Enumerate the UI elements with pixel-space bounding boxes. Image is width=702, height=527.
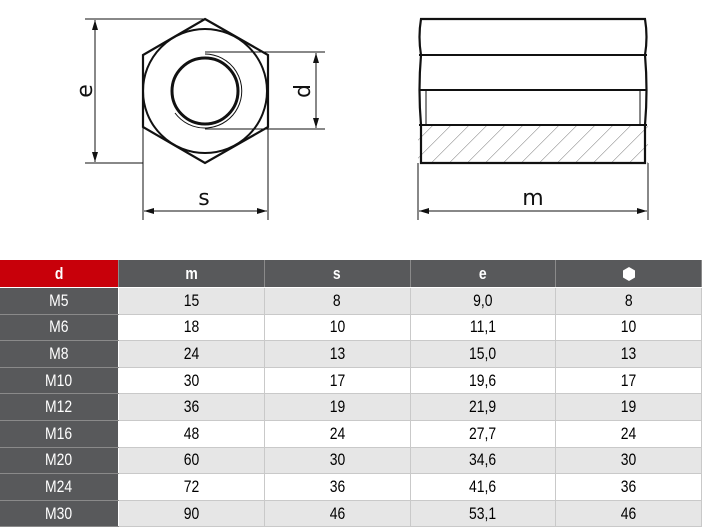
front-view [85, 17, 325, 220]
cell-wrench-size: 46 [555, 500, 702, 527]
table-row: M24 72 36 41,6 36 [0, 473, 702, 501]
cell-s: 30 [264, 447, 411, 475]
table-row: M6 18 10 11,1 10 [0, 314, 702, 342]
cell-wrench-size: 13 [555, 340, 702, 368]
table-row: M8 24 13 15,0 13 [0, 340, 702, 368]
cell-wrench-size: 19 [555, 393, 702, 421]
cell-d: M30 [0, 500, 119, 527]
cell-e: 9,0 [410, 287, 557, 315]
table-row: M5 15 8 9,0 8 [0, 287, 702, 315]
cell-s: 17 [264, 367, 411, 395]
cell-d: M24 [0, 473, 119, 501]
label-d: d [291, 84, 316, 98]
cell-wrench-size: 36 [555, 473, 702, 501]
cell-d: M6 [0, 314, 119, 342]
label-e: e [73, 84, 98, 98]
cell-s: 8 [264, 287, 411, 315]
cell-m: 24 [118, 340, 265, 368]
cell-d: M10 [0, 367, 119, 395]
cell-e: 11,1 [410, 314, 557, 342]
cell-s: 24 [264, 420, 411, 448]
cell-s: 46 [264, 500, 411, 527]
dimensions-table: d m s e M5 15 8 9,0 8 M6 18 10 11,1 10 M8 24 13 15,0 1… [0, 260, 702, 527]
cell-wrench-size: 30 [555, 447, 702, 475]
cell-s: 10 [264, 314, 411, 342]
cell-d: M8 [0, 340, 119, 368]
cell-m: 90 [118, 500, 265, 527]
cell-m: 60 [118, 447, 265, 475]
cell-m: 48 [118, 420, 265, 448]
cell-s: 13 [264, 340, 411, 368]
table-row: M20 60 30 34,6 30 [0, 447, 702, 475]
cell-wrench-size: 17 [555, 367, 702, 395]
cell-m: 15 [118, 287, 265, 315]
cell-m: 18 [118, 314, 265, 342]
table-row: M16 48 24 27,7 24 [0, 420, 702, 448]
cell-e: 15,0 [410, 340, 557, 368]
hexagon-icon [622, 267, 635, 282]
cell-m: 72 [118, 473, 265, 501]
side-view [417, 17, 649, 220]
header-m: m [118, 260, 265, 288]
header-s: s [264, 260, 411, 288]
cell-d: M5 [0, 287, 119, 315]
cell-m: 36 [118, 393, 265, 421]
cell-e: 19,6 [410, 367, 557, 395]
header-e: e [410, 260, 557, 288]
table-header: d m s e [0, 260, 702, 288]
cell-wrench-size: 8 [555, 287, 702, 315]
cell-s: 19 [264, 393, 411, 421]
cell-e: 53,1 [410, 500, 557, 527]
table-row: M12 36 19 21,9 19 [0, 393, 702, 421]
cell-wrench-size: 10 [555, 314, 702, 342]
label-s: s [198, 186, 209, 211]
cell-d: M12 [0, 393, 119, 421]
cell-wrench-size: 24 [555, 420, 702, 448]
table-row: M10 30 17 19,6 17 [0, 367, 702, 395]
header-hexagon [555, 260, 702, 288]
cell-e: 27,7 [410, 420, 557, 448]
cell-e: 34,6 [410, 447, 557, 475]
cell-m: 30 [118, 367, 265, 395]
cell-d: M16 [0, 420, 119, 448]
cell-s: 36 [264, 473, 411, 501]
header-d: d [0, 260, 119, 288]
cell-d: M20 [0, 447, 119, 475]
table-row: M30 90 46 53,1 46 [0, 500, 702, 527]
technical-drawing: e d s m [73, 17, 649, 220]
label-m: m [522, 186, 543, 211]
cell-e: 41,6 [410, 473, 557, 501]
cell-e: 21,9 [410, 393, 557, 421]
